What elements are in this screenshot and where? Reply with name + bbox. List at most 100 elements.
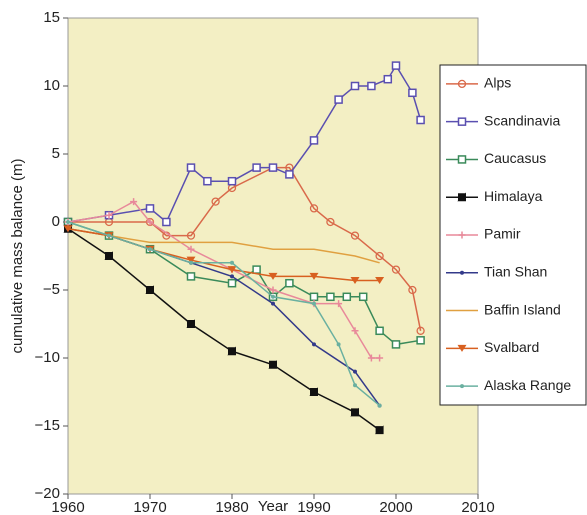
marker <box>130 198 138 206</box>
legend-label: Pamir <box>484 226 521 242</box>
marker <box>376 354 384 362</box>
legend-label: Alps <box>484 75 511 91</box>
marker <box>269 286 277 294</box>
marker <box>312 301 316 306</box>
x-tick-label: 1990 <box>297 499 330 515</box>
marker <box>186 163 196 172</box>
marker <box>351 327 359 335</box>
marker <box>252 163 261 172</box>
marker <box>186 256 196 264</box>
marker <box>268 360 277 369</box>
plot-area <box>67 17 479 495</box>
marker <box>211 197 220 206</box>
marker <box>416 326 425 335</box>
marker <box>271 294 275 299</box>
marker <box>230 260 234 265</box>
marker <box>186 319 195 328</box>
legend-label: Tian Shan <box>484 263 547 279</box>
marker <box>309 387 318 396</box>
x-tick-label: 1960 <box>51 499 84 515</box>
marker <box>309 292 319 302</box>
marker <box>353 383 357 388</box>
marker <box>458 231 466 239</box>
marker <box>457 79 467 89</box>
y-tick-label: −5 <box>43 281 60 298</box>
marker <box>457 344 467 352</box>
legend-label: Caucasus <box>484 150 546 166</box>
legend: Alps Scandinavia Caucasus Himalaya Pamir Tian… <box>439 64 587 406</box>
marker <box>285 170 294 179</box>
marker <box>309 136 319 145</box>
y-tick-label: 0 <box>52 213 60 230</box>
marker <box>336 342 341 347</box>
marker <box>63 225 73 233</box>
y-tick-label: 15 <box>43 9 60 26</box>
legend-label: Himalaya <box>484 188 543 204</box>
marker <box>271 301 275 306</box>
marker <box>350 81 360 91</box>
marker <box>367 81 376 91</box>
marker <box>342 292 352 302</box>
legend-label: Alaska Range <box>484 377 571 393</box>
marker <box>162 217 171 227</box>
marker <box>391 61 401 70</box>
marker <box>457 117 467 126</box>
marker <box>353 369 357 374</box>
marker <box>375 251 384 261</box>
marker <box>326 217 335 227</box>
x-tick-label: 1980 <box>215 499 248 515</box>
marker <box>375 326 384 336</box>
marker <box>104 251 113 260</box>
marker <box>408 88 417 98</box>
marker <box>285 278 294 288</box>
marker <box>145 285 154 294</box>
marker <box>460 270 464 275</box>
x-axis-label: Year <box>258 498 288 515</box>
marker <box>377 403 382 408</box>
marker <box>334 95 343 104</box>
marker <box>358 292 368 302</box>
marker <box>350 407 359 417</box>
y-tick-label: 5 <box>52 145 60 162</box>
marker <box>375 276 385 284</box>
marker <box>457 155 467 164</box>
marker <box>227 266 237 274</box>
marker <box>227 346 236 356</box>
marker <box>335 300 343 308</box>
marker <box>326 292 335 302</box>
marker <box>105 211 113 219</box>
y-tick-label: −15 <box>35 417 60 434</box>
marker <box>367 354 375 362</box>
x-tick-label: 2010 <box>461 499 494 515</box>
y-axis-label: cumulative mass balance (m) <box>9 158 26 353</box>
series-line <box>67 221 381 407</box>
marker <box>268 163 278 172</box>
marker <box>268 272 278 280</box>
legend-label: Scandinavia <box>484 112 560 128</box>
marker <box>383 74 393 84</box>
marker <box>145 204 155 213</box>
y-tick-label: −10 <box>35 349 60 366</box>
marker <box>189 260 193 265</box>
marker <box>309 204 319 213</box>
marker <box>227 278 237 288</box>
marker <box>107 233 111 238</box>
marker <box>230 274 234 279</box>
y-tick-label: 10 <box>43 77 60 94</box>
marker <box>66 220 70 224</box>
x-tick-label: 2000 <box>379 499 412 515</box>
series-line <box>68 166 422 331</box>
marker <box>416 336 425 345</box>
legend-label: Baffin Island <box>484 301 561 317</box>
y-tick-label: −20 <box>35 485 60 502</box>
marker <box>186 231 196 240</box>
legend-label: Svalbard <box>484 339 539 355</box>
marker <box>391 265 401 274</box>
marker <box>391 340 401 349</box>
marker <box>460 384 464 389</box>
marker <box>227 176 237 186</box>
marker <box>350 276 360 284</box>
series-line <box>67 228 380 264</box>
marker <box>408 285 417 295</box>
